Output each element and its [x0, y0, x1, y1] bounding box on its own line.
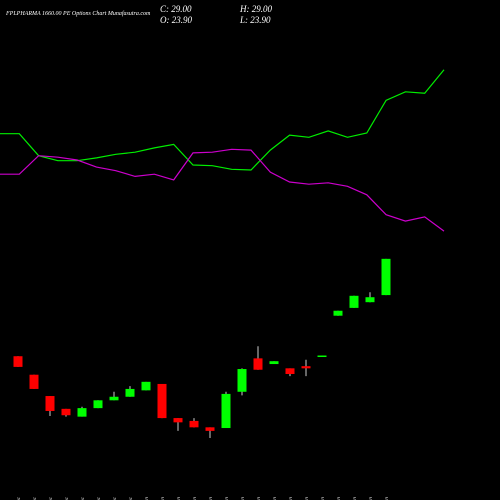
candle-body	[29, 374, 39, 389]
x-tick-label: 12 Jan	[256, 497, 262, 500]
x-tick-label: 19 Dec	[32, 496, 38, 500]
candle-body	[189, 420, 199, 428]
x-tick-label: 13 Jan	[272, 497, 278, 500]
x-tick-label: 20 Jan	[336, 497, 342, 500]
candle-body	[317, 355, 327, 358]
candle-body	[381, 258, 391, 296]
x-tick-label: 02 Jan	[160, 497, 166, 500]
candle-body	[301, 366, 311, 369]
candle-body	[333, 310, 343, 316]
candle-body	[269, 361, 279, 365]
x-tick-label: 24 Dec	[79, 496, 86, 500]
x-tick-label: 22 Jan	[368, 497, 374, 500]
candle-body	[349, 295, 359, 308]
x-tick-label: 23 Dec	[64, 496, 70, 500]
candle-body	[109, 396, 119, 401]
candle-body	[125, 388, 135, 397]
x-tick-label: 30 Dec	[128, 496, 134, 500]
candle-body	[205, 427, 215, 431]
candle-body	[157, 383, 167, 419]
candle-body	[13, 356, 23, 367]
x-tick-label: 01 Jan	[144, 497, 150, 500]
candle-body	[77, 408, 87, 417]
candle-body	[173, 418, 183, 423]
x-tick-label: 08 Jan	[224, 497, 230, 500]
x-tick-label: 16 Jan	[304, 497, 310, 500]
candle-body	[365, 297, 375, 303]
candle-body	[221, 393, 231, 429]
info-open: O: 23.90	[160, 15, 192, 25]
chart-title: FPLPHARMA 1660.00 PE Options Chart Munaf…	[5, 10, 151, 17]
info-close: C: 29.00	[160, 4, 192, 14]
x-tick-label: 23 Jan	[384, 497, 390, 500]
x-tick-label: 14 Jan	[287, 497, 294, 500]
candle-body	[253, 358, 263, 370]
x-tick-label: 22 Dec	[48, 496, 54, 500]
x-tick-label: 26 Dec	[96, 496, 102, 500]
candle-body	[237, 369, 247, 392]
candle-body	[141, 381, 151, 391]
x-tick-label: 06 Jan	[192, 497, 198, 500]
info-low: L: 23.90	[239, 15, 271, 25]
x-tick-label: 21 Jan	[352, 497, 358, 500]
candle-body	[93, 400, 103, 409]
x-tick-label: 09 Jan	[240, 497, 246, 500]
x-tick-label: 29 Dec	[112, 496, 118, 500]
candle-body	[285, 368, 295, 374]
candle-body	[45, 396, 55, 411]
indicator-line	[0, 148, 445, 232]
x-tick-label: 18 Dec	[16, 496, 22, 500]
indicator-line	[0, 69, 445, 171]
x-tick-label: 05 Jan	[176, 497, 182, 500]
info-high: H: 29.00	[239, 4, 272, 14]
x-tick-label: 07 Jan	[208, 497, 214, 500]
candle-body	[61, 408, 71, 416]
x-tick-label: 19 Jan	[320, 497, 326, 500]
